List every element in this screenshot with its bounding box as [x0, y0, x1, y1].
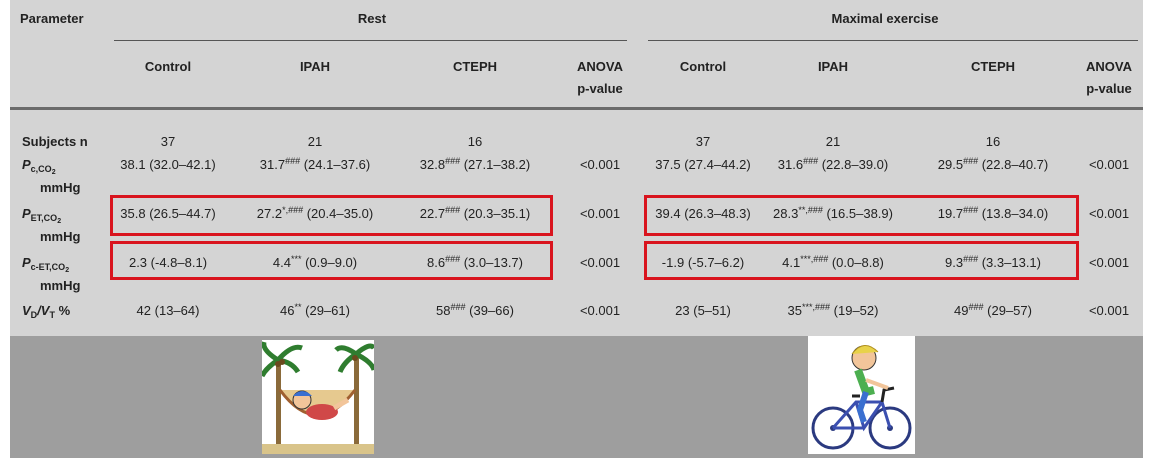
cell-rest-ipah: 31.7### (24.1–37.6) — [259, 156, 371, 173]
cell-rest-cteph: 32.8### (27.1–38.2) — [419, 156, 531, 173]
rest-group-rule — [114, 40, 627, 41]
row-unit-pc-et-co2: mmHg — [40, 278, 81, 293]
cell-exercise-ipah: 21 — [825, 134, 841, 149]
highlight-rest-pc-et-co2 — [110, 241, 553, 280]
row-label-pc-co2: Pc,CO2 — [22, 157, 56, 176]
col-rest-ipah: IPAH — [299, 59, 331, 74]
col-ex-pvalue: p-value — [1086, 81, 1132, 96]
header-rest: Rest — [357, 11, 387, 26]
row-label-subjects: Subjects n — [22, 134, 88, 149]
col-ex-cteph: CTEPH — [970, 59, 1016, 74]
illustration-band — [10, 336, 1143, 458]
hammock-illustration — [259, 340, 377, 454]
cell-rest-control: 35.8 (26.5–44.7) — [120, 206, 216, 221]
col-rest-control: Control — [144, 59, 192, 74]
row-unit-pet-co2: mmHg — [40, 229, 81, 244]
cell-exercise-ipah: 35***,### (19–52) — [787, 302, 879, 319]
col-ex-anova: ANOVA — [1086, 59, 1132, 74]
cell-rest-control: 2.3 (-4.8–8.1) — [128, 255, 208, 270]
cell-exercise-cteph: 9.3### (3.3–13.1) — [945, 254, 1041, 271]
cell-exercise-control: -1.9 (-5.7–6.2) — [661, 255, 745, 270]
highlight-rest-pet-co2 — [110, 195, 553, 236]
cell-exercise-control: 37.5 (27.4–44.2) — [655, 157, 751, 172]
cell-exercise-cteph: 16 — [985, 134, 1001, 149]
cell-exercise-control: 23 (5–51) — [675, 303, 731, 318]
cell-exercise-anova-p: <0.001 — [1088, 303, 1130, 318]
row-label-pc-et-co2: Pc-ET,CO2 — [22, 255, 70, 274]
col-ex-ipah: IPAH — [817, 59, 849, 74]
cell-rest-ipah: 46** (29–61) — [280, 302, 350, 319]
exercise-group-rule — [648, 40, 1138, 41]
cell-exercise-control: 37 — [695, 134, 711, 149]
highlight-exercise-pc-et-co2 — [644, 241, 1079, 280]
cell-rest-cteph: 8.6### (3.0–13.7) — [427, 254, 523, 271]
cell-rest-cteph: 22.7### (20.3–35.1) — [419, 205, 531, 222]
row-unit-pc-co2: mmHg — [40, 180, 81, 195]
cell-rest-anova-p: <0.001 — [579, 255, 621, 270]
header-parameter: Parameter — [20, 11, 84, 26]
col-rest-pvalue: p-value — [577, 81, 623, 96]
cell-exercise-cteph: 19.7### (13.8–34.0) — [937, 205, 1049, 222]
cell-rest-anova-p: <0.001 — [579, 303, 621, 318]
highlight-exercise-pet-co2 — [644, 195, 1079, 236]
cell-exercise-ipah: 28.3**,### (16.5–38.9) — [773, 205, 893, 222]
cell-rest-cteph: 16 — [467, 134, 483, 149]
cell-exercise-anova-p: <0.001 — [1088, 157, 1130, 172]
cell-exercise-ipah: 4.1***,### (0.0–8.8) — [782, 254, 884, 271]
cell-rest-cteph: 58### (39–66) — [436, 302, 514, 319]
header-bottom-rule — [10, 107, 1143, 110]
cell-exercise-cteph: 29.5### (22.8–40.7) — [937, 156, 1049, 173]
cyclist-illustration — [808, 336, 915, 454]
cell-rest-ipah: 27.2*,### (20.4–35.0) — [256, 205, 374, 222]
row-label-vd-vt: VD/VT % — [22, 303, 71, 320]
col-rest-anova: ANOVA — [577, 59, 623, 74]
cell-exercise-anova-p: <0.001 — [1088, 206, 1130, 221]
col-ex-control: Control — [679, 59, 727, 74]
cell-exercise-cteph: 49### (29–57) — [954, 302, 1032, 319]
cell-exercise-anova-p: <0.001 — [1088, 255, 1130, 270]
cell-rest-anova-p: <0.001 — [579, 206, 621, 221]
cell-rest-ipah: 21 — [307, 134, 323, 149]
cell-exercise-ipah: 31.6### (22.8–39.0) — [777, 156, 889, 173]
results-table: Parameter Rest Maximal exercise Control … — [10, 0, 1143, 458]
row-label-pet-co2: PET,CO2 — [22, 206, 62, 225]
header-maximal-exercise: Maximal exercise — [831, 11, 939, 26]
cell-rest-anova-p: <0.001 — [579, 157, 621, 172]
cell-rest-control: 37 — [160, 134, 176, 149]
col-rest-cteph: CTEPH — [452, 59, 498, 74]
cell-rest-control: 38.1 (32.0–42.1) — [120, 157, 216, 172]
cell-rest-ipah: 4.4*** (0.9–9.0) — [272, 254, 358, 271]
cell-exercise-control: 39.4 (26.3–48.3) — [655, 206, 751, 221]
cell-rest-control: 42 (13–64) — [136, 303, 200, 318]
